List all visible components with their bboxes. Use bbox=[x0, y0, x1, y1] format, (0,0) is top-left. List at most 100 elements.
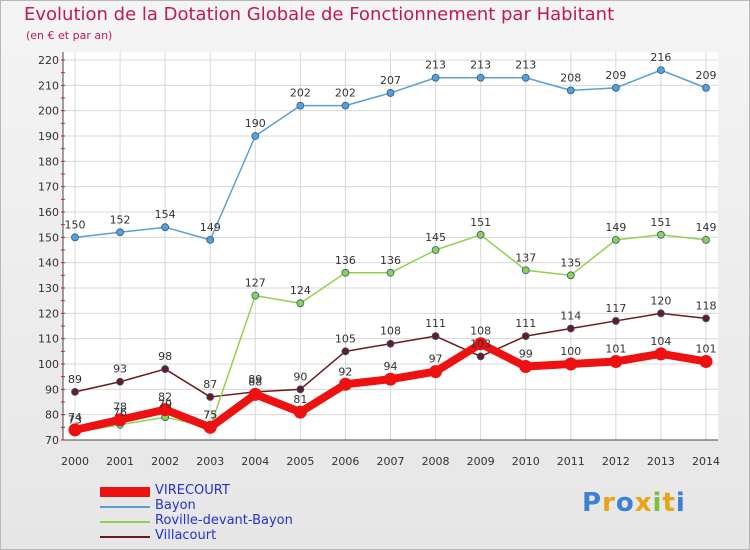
data-label: 145 bbox=[425, 231, 446, 244]
data-label: 152 bbox=[110, 213, 131, 226]
legend-label-virecourt: VIRECOURT bbox=[155, 483, 230, 498]
data-point bbox=[116, 228, 124, 237]
data-label: 213 bbox=[425, 59, 446, 72]
data-label: 90 bbox=[293, 370, 307, 383]
y-tick-label: 140 bbox=[38, 257, 59, 270]
data-point bbox=[699, 354, 713, 368]
y-tick-label: 110 bbox=[38, 333, 59, 346]
y-tick-label: 220 bbox=[38, 54, 59, 67]
data-label: 136 bbox=[335, 254, 356, 267]
data-label: 103 bbox=[470, 337, 491, 350]
x-tick-label: 2012 bbox=[602, 455, 630, 468]
data-label: 100 bbox=[560, 345, 581, 358]
data-label: 73 bbox=[68, 413, 82, 426]
legend-swatch-virecourt bbox=[100, 487, 150, 497]
data-point bbox=[296, 101, 305, 110]
data-point bbox=[564, 357, 578, 371]
x-tick-label: 2008 bbox=[422, 455, 450, 468]
data-point bbox=[206, 235, 215, 244]
data-label: 202 bbox=[290, 87, 311, 100]
data-label: 216 bbox=[650, 51, 671, 64]
data-point bbox=[293, 405, 307, 419]
data-label: 99 bbox=[519, 348, 533, 361]
data-label: 202 bbox=[335, 87, 356, 100]
data-label: 101 bbox=[696, 342, 717, 355]
data-label: 104 bbox=[650, 335, 671, 348]
data-point bbox=[116, 377, 124, 386]
data-label: 97 bbox=[429, 353, 443, 366]
data-label: 154 bbox=[155, 208, 176, 221]
data-point bbox=[206, 393, 215, 401]
data-label: 75 bbox=[203, 408, 217, 421]
x-tick-label: 2002 bbox=[151, 455, 179, 468]
data-point bbox=[68, 423, 82, 437]
data-point bbox=[476, 230, 485, 239]
data-label: 208 bbox=[560, 71, 581, 84]
y-tick-label: 210 bbox=[38, 79, 59, 92]
data-label: 150 bbox=[65, 218, 86, 231]
data-point bbox=[431, 246, 440, 254]
data-point bbox=[248, 387, 262, 401]
data-label: 76 bbox=[113, 406, 127, 419]
data-point bbox=[654, 347, 668, 361]
x-tick-label: 2009 bbox=[467, 455, 495, 468]
y-tick-label: 180 bbox=[38, 155, 59, 168]
data-point bbox=[519, 360, 533, 374]
x-tick-label: 2000 bbox=[61, 455, 89, 468]
data-label: 87 bbox=[203, 378, 217, 391]
data-label: 209 bbox=[605, 69, 626, 82]
data-point bbox=[384, 372, 397, 386]
legend-swatch-villacourt bbox=[100, 536, 150, 538]
data-label: 117 bbox=[605, 302, 626, 315]
data-point bbox=[431, 332, 440, 341]
y-tick-label: 200 bbox=[38, 105, 59, 118]
data-point bbox=[521, 332, 530, 341]
data-label: 149 bbox=[696, 221, 717, 234]
data-label: 81 bbox=[293, 393, 307, 406]
data-label: 108 bbox=[470, 325, 491, 338]
data-label: 151 bbox=[470, 216, 491, 229]
data-label: 101 bbox=[605, 342, 626, 355]
data-point bbox=[113, 413, 127, 427]
chart-subtitle: (en € et par an) bbox=[26, 29, 113, 42]
x-tick-label: 2014 bbox=[692, 455, 720, 468]
x-tick-label: 2004 bbox=[241, 455, 269, 468]
data-point bbox=[474, 337, 488, 351]
legend-swatch-bayon bbox=[100, 506, 150, 508]
data-point bbox=[161, 223, 170, 232]
data-label: 111 bbox=[515, 317, 536, 330]
legend-label-roville: Roville-devant-Bayon bbox=[155, 513, 293, 528]
data-label: 149 bbox=[605, 221, 626, 234]
chart-title: Evolution de la Dotation Globale de Fonc… bbox=[24, 4, 615, 25]
data-point bbox=[296, 385, 305, 394]
data-label: 190 bbox=[245, 117, 266, 130]
data-label: 124 bbox=[290, 284, 311, 297]
data-point bbox=[702, 83, 710, 92]
data-label: 89 bbox=[248, 373, 262, 386]
data-point bbox=[611, 83, 620, 92]
data-label: 137 bbox=[515, 251, 536, 264]
data-label: 136 bbox=[380, 254, 401, 267]
data-label: 135 bbox=[560, 256, 581, 269]
data-point bbox=[611, 235, 620, 244]
data-point bbox=[566, 324, 575, 333]
data-label: 120 bbox=[650, 294, 671, 307]
data-label: 82 bbox=[158, 391, 172, 404]
data-point bbox=[521, 266, 530, 275]
data-label: 98 bbox=[158, 350, 172, 363]
data-label: 149 bbox=[200, 221, 221, 234]
data-point bbox=[386, 339, 395, 348]
data-label: 89 bbox=[68, 373, 82, 386]
y-tick-label: 120 bbox=[38, 307, 59, 320]
data-point bbox=[611, 317, 620, 325]
y-tick-label: 130 bbox=[38, 282, 59, 295]
x-tick-label: 2001 bbox=[106, 455, 134, 468]
data-label: 118 bbox=[696, 299, 717, 312]
data-point bbox=[158, 403, 172, 417]
data-point bbox=[386, 268, 395, 277]
data-point bbox=[341, 347, 350, 356]
y-tick-label: 90 bbox=[45, 383, 59, 396]
data-label: 74 bbox=[68, 411, 82, 424]
data-point bbox=[296, 299, 305, 308]
